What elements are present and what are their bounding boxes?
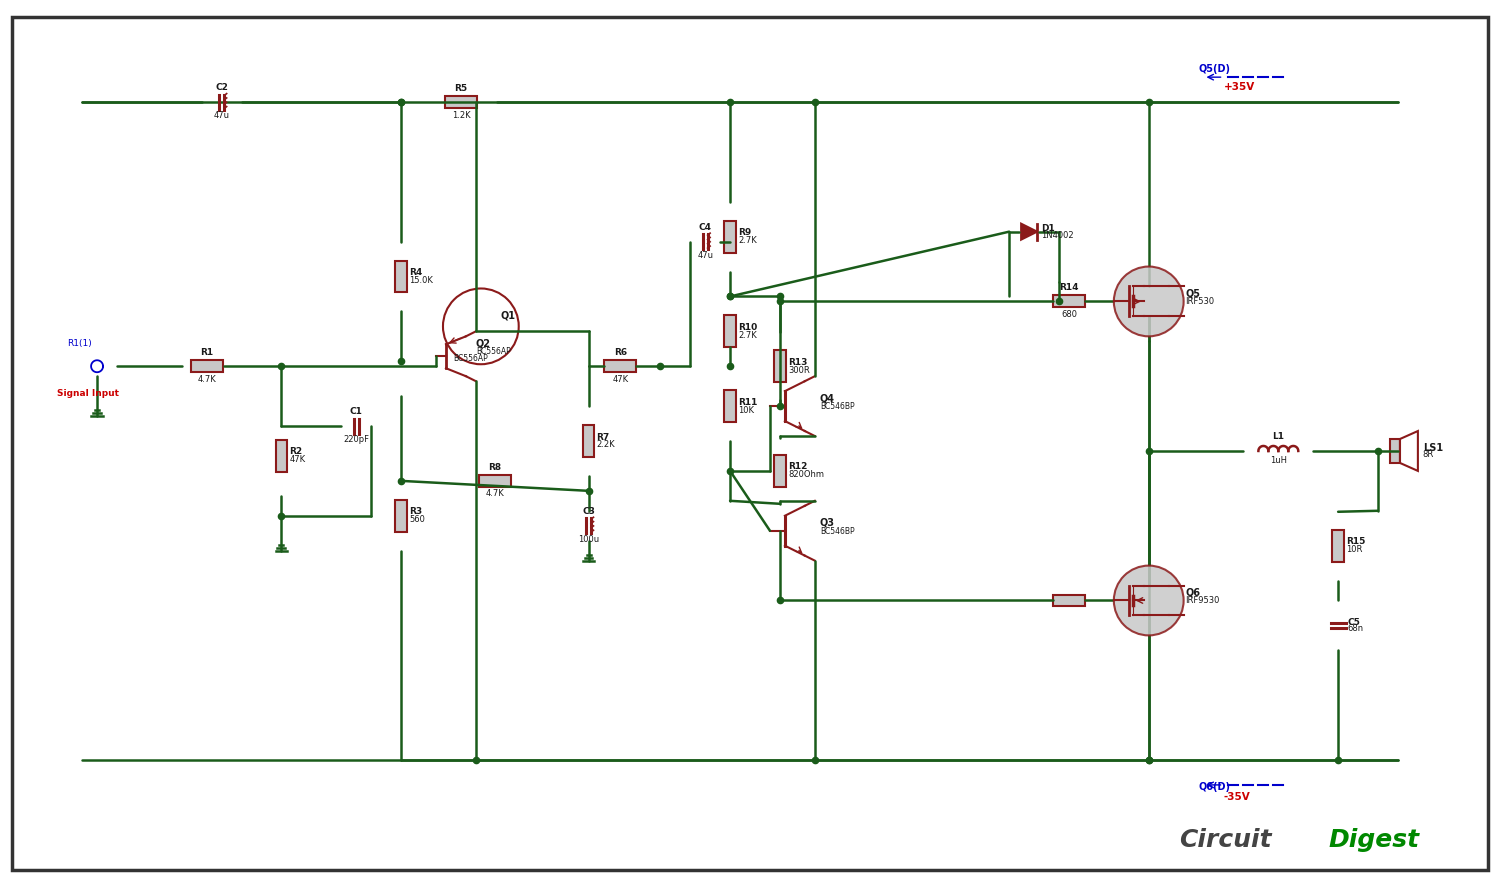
Text: Q5: Q5	[1185, 288, 1200, 299]
Text: 47K: 47K	[612, 374, 628, 384]
Text: +35V: +35V	[1224, 82, 1256, 93]
Text: 68n: 68n	[1347, 624, 1364, 633]
Text: 10K: 10K	[738, 405, 754, 415]
Text: BC556AP: BC556AP	[476, 347, 510, 356]
Text: IRF530: IRF530	[1185, 298, 1215, 307]
Text: LS1: LS1	[1424, 443, 1443, 453]
FancyBboxPatch shape	[1332, 529, 1344, 561]
Text: 100u: 100u	[578, 535, 598, 544]
FancyBboxPatch shape	[12, 18, 1488, 870]
Text: 820Ohm: 820Ohm	[788, 470, 824, 479]
FancyBboxPatch shape	[190, 360, 222, 372]
Text: Q5(D): Q5(D)	[1198, 64, 1230, 74]
FancyBboxPatch shape	[1053, 595, 1084, 606]
Text: Q6: Q6	[1185, 588, 1200, 597]
FancyBboxPatch shape	[774, 455, 786, 487]
Text: BC546BP: BC546BP	[821, 402, 855, 411]
Text: L1: L1	[1272, 432, 1284, 441]
FancyBboxPatch shape	[774, 351, 786, 382]
FancyBboxPatch shape	[478, 475, 512, 487]
Text: 2.2K: 2.2K	[597, 440, 615, 449]
Text: C5: C5	[1347, 618, 1360, 627]
Text: R7: R7	[597, 433, 609, 441]
Text: R1: R1	[200, 348, 213, 358]
Text: R13: R13	[788, 358, 807, 366]
Text: D1: D1	[1041, 224, 1054, 233]
Text: -35V: -35V	[1224, 792, 1251, 802]
Text: Digest: Digest	[1328, 828, 1419, 852]
Text: R3: R3	[410, 507, 422, 516]
Text: R5: R5	[454, 84, 468, 93]
Text: Circuit: Circuit	[1179, 828, 1272, 852]
Circle shape	[1114, 566, 1184, 635]
Text: 1uH: 1uH	[1270, 456, 1287, 465]
Text: 10R: 10R	[1346, 545, 1362, 554]
Text: 560: 560	[410, 515, 424, 524]
FancyBboxPatch shape	[582, 425, 594, 457]
Text: C2: C2	[214, 83, 228, 93]
Text: 15.0K: 15.0K	[410, 276, 434, 285]
Text: Q3: Q3	[821, 518, 836, 528]
Text: R10: R10	[738, 322, 758, 332]
Text: BC546BP: BC546BP	[821, 527, 855, 536]
Text: R12: R12	[788, 463, 807, 471]
Text: 1N4002: 1N4002	[1041, 231, 1074, 241]
FancyBboxPatch shape	[724, 390, 736, 422]
Text: C4: C4	[699, 223, 711, 232]
Text: R9: R9	[738, 228, 752, 237]
Text: 47u: 47u	[698, 250, 712, 260]
Text: 2.7K: 2.7K	[738, 331, 758, 340]
Polygon shape	[1022, 224, 1036, 240]
Text: C3: C3	[582, 507, 596, 515]
Text: 300R: 300R	[788, 366, 810, 374]
Text: 680: 680	[1060, 310, 1077, 319]
FancyBboxPatch shape	[604, 360, 636, 372]
Text: IRF9530: IRF9530	[1185, 596, 1219, 605]
Text: Signal Input: Signal Input	[57, 389, 118, 398]
FancyBboxPatch shape	[724, 221, 736, 253]
FancyBboxPatch shape	[724, 315, 736, 347]
FancyBboxPatch shape	[394, 261, 406, 292]
Text: BC556AP: BC556AP	[453, 354, 489, 363]
Bar	[1390, 439, 1400, 463]
Text: R14: R14	[1059, 284, 1078, 292]
Text: Q4: Q4	[821, 393, 836, 403]
Text: R4: R4	[410, 268, 423, 277]
Text: R11: R11	[738, 397, 758, 407]
Text: 47K: 47K	[290, 455, 306, 464]
Text: Q6(D): Q6(D)	[1198, 782, 1230, 792]
Text: 2.7K: 2.7K	[738, 236, 758, 245]
Text: R1(1): R1(1)	[68, 339, 92, 348]
Text: 1.2K: 1.2K	[452, 110, 470, 120]
Text: C1: C1	[350, 407, 363, 416]
FancyBboxPatch shape	[1053, 295, 1084, 307]
Text: R15: R15	[1346, 537, 1365, 546]
Text: 47u: 47u	[213, 111, 230, 120]
Text: R6: R6	[614, 348, 627, 358]
Text: 220pF: 220pF	[344, 435, 369, 444]
Text: R2: R2	[290, 448, 303, 456]
Text: Q2: Q2	[476, 338, 490, 348]
Text: Q1: Q1	[501, 310, 516, 321]
FancyBboxPatch shape	[394, 500, 406, 532]
Text: R8: R8	[488, 463, 501, 472]
Circle shape	[1114, 267, 1184, 337]
Text: 4.7K: 4.7K	[486, 489, 504, 499]
FancyBboxPatch shape	[446, 96, 477, 108]
FancyBboxPatch shape	[276, 440, 288, 472]
Text: 4.7K: 4.7K	[198, 374, 216, 384]
Text: 8R: 8R	[1424, 450, 1434, 460]
